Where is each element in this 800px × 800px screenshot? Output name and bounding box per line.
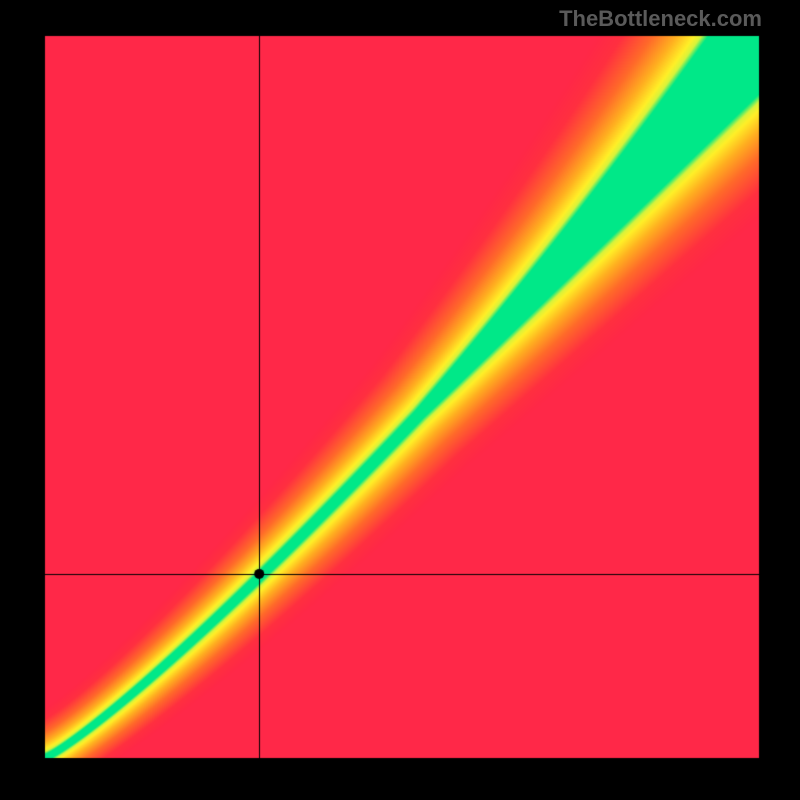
- bottleneck-heatmap: [0, 0, 800, 800]
- watermark-text: TheBottleneck.com: [559, 6, 762, 32]
- chart-container: TheBottleneck.com: [0, 0, 800, 800]
